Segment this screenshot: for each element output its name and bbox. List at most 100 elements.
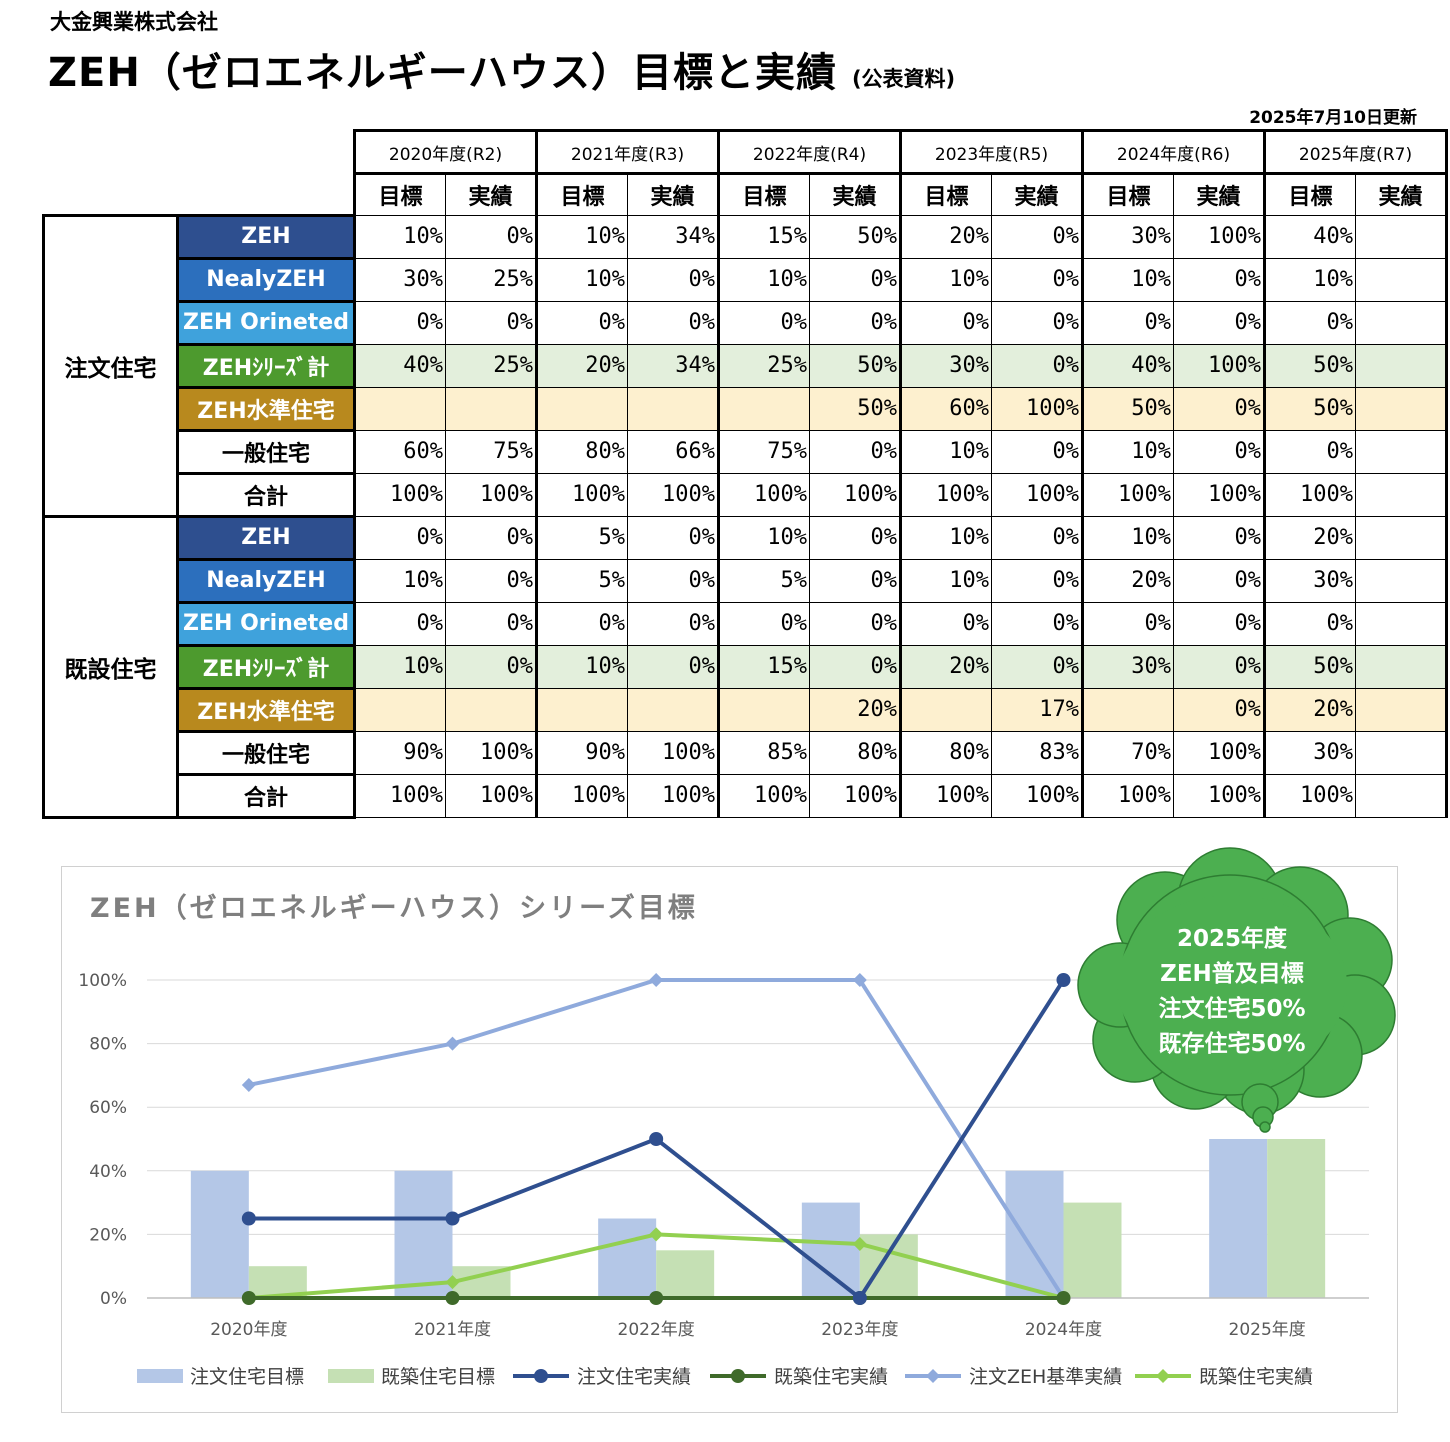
- value-cell: 100%: [809, 773, 901, 818]
- company-name: 大金興業株式会社: [50, 10, 218, 34]
- series-marker: [241, 1291, 256, 1305]
- annotation-text: 2025年度: [1177, 925, 1288, 952]
- value-cell: 25%: [717, 343, 810, 388]
- value-cell: 20%: [809, 687, 901, 732]
- row-label: NealyZEH: [176, 557, 356, 604]
- value-cell: 10%: [1081, 429, 1174, 474]
- value-cell: 10%: [899, 558, 992, 603]
- series-marker: [445, 1275, 460, 1290]
- value-cell: 100%: [1173, 730, 1265, 775]
- year-header: 2021年度(R3): [535, 129, 720, 175]
- bar-order-target: [190, 1170, 249, 1298]
- cloud-body: [1117, 895, 1347, 1075]
- value-cell: [1355, 644, 1448, 689]
- value-cell: 83%: [991, 730, 1083, 775]
- actual-header: 実績: [627, 173, 719, 216]
- year-header: 2020年度(R2): [353, 129, 538, 175]
- y-tick-label: 0%: [100, 1289, 127, 1309]
- row-label: ZEH: [176, 514, 356, 561]
- table-row: 注文住宅 ZEH 10% 0% 10% 34% 15% 50% 20% 0% 30% 100% 40%: [42, 213, 1448, 518]
- value-cell: 0%: [353, 300, 446, 345]
- bar-existing-target: [1267, 1139, 1326, 1298]
- row-label: 合計: [176, 471, 356, 518]
- actual-header: 実績: [1173, 173, 1265, 216]
- value-cell: 0%: [445, 214, 537, 259]
- value-cell: [535, 386, 628, 431]
- value-cell: 100%: [445, 730, 537, 775]
- series-marker: [1056, 1291, 1071, 1305]
- value-cell: 10%: [899, 257, 992, 302]
- series-marker: [445, 1036, 460, 1051]
- value-cell: 0%: [1173, 558, 1265, 603]
- actual-header: 実績: [445, 173, 537, 216]
- row-label: 一般住宅: [176, 428, 356, 475]
- value-cell: 40%: [1263, 214, 1356, 259]
- value-cell: [1081, 687, 1174, 732]
- value-cell: 0%: [445, 601, 537, 646]
- value-cell: 20%: [899, 644, 992, 689]
- table-row: ZEH Orineted 0% 0% 0% 0% 0% 0% 0% 0% 0% 0% 0%: [44, 299, 1448, 346]
- bar-order-target: [1209, 1139, 1268, 1298]
- value-cell: 80%: [809, 730, 901, 775]
- value-cell: 25%: [445, 257, 537, 302]
- value-cell: 0%: [627, 601, 719, 646]
- row-label: ZEHｼﾘｰｽﾞ計: [176, 643, 356, 690]
- x-tick-label: 2022年度: [618, 1320, 695, 1340]
- value-cell: 90%: [353, 730, 446, 775]
- x-tick-label: 2024年度: [1025, 1320, 1102, 1340]
- value-cell: 0%: [1263, 300, 1356, 345]
- value-cell: 0%: [717, 601, 810, 646]
- value-cell: [353, 687, 446, 732]
- value-cell: 30%: [353, 257, 446, 302]
- value-cell: 50%: [809, 343, 901, 388]
- value-cell: 85%: [717, 730, 810, 775]
- value-cell: 0%: [991, 644, 1083, 689]
- value-cell: 0%: [535, 601, 628, 646]
- value-cell: 100%: [1173, 472, 1265, 517]
- value-cell: 0%: [1173, 601, 1265, 646]
- series-marker: [445, 1291, 460, 1305]
- value-cell: [1355, 300, 1448, 345]
- value-cell: 0%: [809, 429, 901, 474]
- bar-existing-target: [1063, 1202, 1122, 1298]
- actual-header: 実績: [991, 173, 1083, 216]
- value-cell: 50%: [1263, 386, 1356, 431]
- page-title-text: ZEH（ゼロエネルギーハウス）目標と実績: [48, 50, 838, 96]
- value-cell: 5%: [535, 558, 628, 603]
- value-cell: [1355, 343, 1448, 388]
- value-cell: 0%: [1173, 257, 1265, 302]
- y-tick-label: 100%: [78, 971, 127, 991]
- value-cell: [1355, 601, 1448, 646]
- x-tick-label: 2021年度: [414, 1320, 491, 1340]
- value-cell: 60%: [353, 429, 446, 474]
- legend-marker: [1156, 1369, 1170, 1383]
- value-cell: 0%: [1173, 644, 1265, 689]
- legend-marker: [534, 1369, 548, 1383]
- value-cell: 20%: [1263, 687, 1356, 732]
- value-cell: [535, 687, 628, 732]
- value-cell: 10%: [899, 429, 992, 474]
- value-cell: 100%: [1081, 472, 1174, 517]
- value-cell: 30%: [1081, 644, 1174, 689]
- legend-marker: [731, 1369, 745, 1383]
- zeh-table: 2020年度(R2) 2021年度(R3) 2022年度(R4) 2023年度(R5)…: [42, 129, 1448, 819]
- value-cell: 100%: [1173, 343, 1265, 388]
- table-row: 合計 100% 100% 100% 100% 100% 100% 100% 100% 100% 10…: [44, 471, 1448, 518]
- value-cell: [1355, 773, 1448, 818]
- row-label: ZEH Orineted: [176, 600, 356, 647]
- value-cell: 20%: [1081, 558, 1174, 603]
- value-cell: 30%: [1263, 558, 1356, 603]
- value-cell: 100%: [1263, 773, 1356, 818]
- value-cell: 0%: [445, 515, 537, 560]
- value-cell: 0%: [991, 515, 1083, 560]
- value-cell: 100%: [445, 472, 537, 517]
- value-cell: 50%: [1263, 343, 1356, 388]
- value-cell: 66%: [627, 429, 719, 474]
- title-note: (公表資料): [851, 67, 956, 91]
- value-cell: 0%: [991, 601, 1083, 646]
- value-cell: 100%: [1263, 472, 1356, 517]
- legend-label: 既築住宅実績: [774, 1366, 888, 1388]
- value-cell: 100%: [899, 472, 992, 517]
- value-cell: 20%: [535, 343, 628, 388]
